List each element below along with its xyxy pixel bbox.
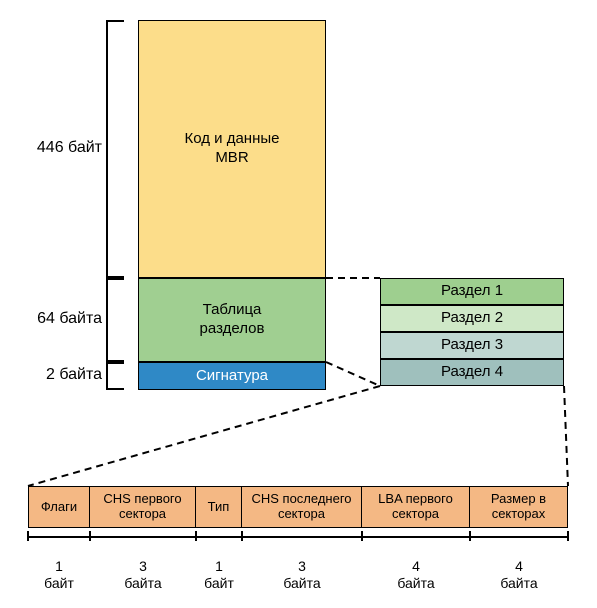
entry-field-0: Флаги bbox=[28, 486, 90, 528]
entry-field-label-5: Размер всекторах bbox=[491, 492, 546, 522]
entry-field-bytes-n-3: 3 bbox=[242, 558, 362, 575]
entry-field-label-1: CHS первогосектора bbox=[103, 492, 181, 522]
entry-field-label-2: Тип bbox=[208, 500, 230, 515]
entry-ruler-tick-6 bbox=[567, 531, 569, 541]
entry-field-bytes-n-1: 3 bbox=[90, 558, 196, 575]
entry-field-5: Размер всекторах bbox=[470, 486, 568, 528]
entry-field-4: LBA первогосектора bbox=[362, 486, 470, 528]
entry-field-bytes-1: 3байта bbox=[90, 558, 196, 592]
entry-field-1: CHS первогосектора bbox=[90, 486, 196, 528]
entry-ruler-line bbox=[28, 536, 568, 538]
entry-ruler-tick-4 bbox=[361, 531, 363, 541]
entry-field-bytes-n-5: 4 bbox=[470, 558, 568, 575]
entry-field-bytes-4: 4байта bbox=[362, 558, 470, 592]
entry-field-bytes-unit-5: байта bbox=[470, 575, 568, 592]
entry-field-3: CHS последнегосектора bbox=[242, 486, 362, 528]
entry-ruler-tick-2 bbox=[195, 531, 197, 541]
entry-field-bytes-3: 3байта bbox=[242, 558, 362, 592]
entry-ruler-tick-0 bbox=[27, 531, 29, 541]
entry-field-label-0: Флаги bbox=[41, 500, 77, 515]
entry-ruler-tick-3 bbox=[241, 531, 243, 541]
entry-ruler-tick-5 bbox=[469, 531, 471, 541]
entry-ruler-tick-1 bbox=[89, 531, 91, 541]
entry-field-bytes-0: 1байт bbox=[28, 558, 90, 592]
entry-field-bytes-unit-0: байт bbox=[28, 575, 90, 592]
entry-field-2: Тип bbox=[196, 486, 242, 528]
entry-field-bytes-unit-4: байта bbox=[362, 575, 470, 592]
entry-field-bytes-5: 4байта bbox=[470, 558, 568, 592]
entry-fields-row: Флаги CHS первогосектора Тип CHS последнего… bbox=[28, 486, 568, 528]
entry-field-bytes-unit-1: байта bbox=[90, 575, 196, 592]
entry-field-label-4: LBA первогосектора bbox=[378, 492, 453, 522]
entry-field-bytes-n-0: 1 bbox=[28, 558, 90, 575]
entry-field-bytes-2: 1байт bbox=[196, 558, 242, 592]
entry-field-bytes-unit-2: байт bbox=[196, 575, 242, 592]
entry-field-label-3: CHS последнегосектора bbox=[251, 492, 351, 522]
entry-field-bytes-n-2: 1 bbox=[196, 558, 242, 575]
entry-field-bytes-unit-3: байта bbox=[242, 575, 362, 592]
entry-field-bytes-n-4: 4 bbox=[362, 558, 470, 575]
